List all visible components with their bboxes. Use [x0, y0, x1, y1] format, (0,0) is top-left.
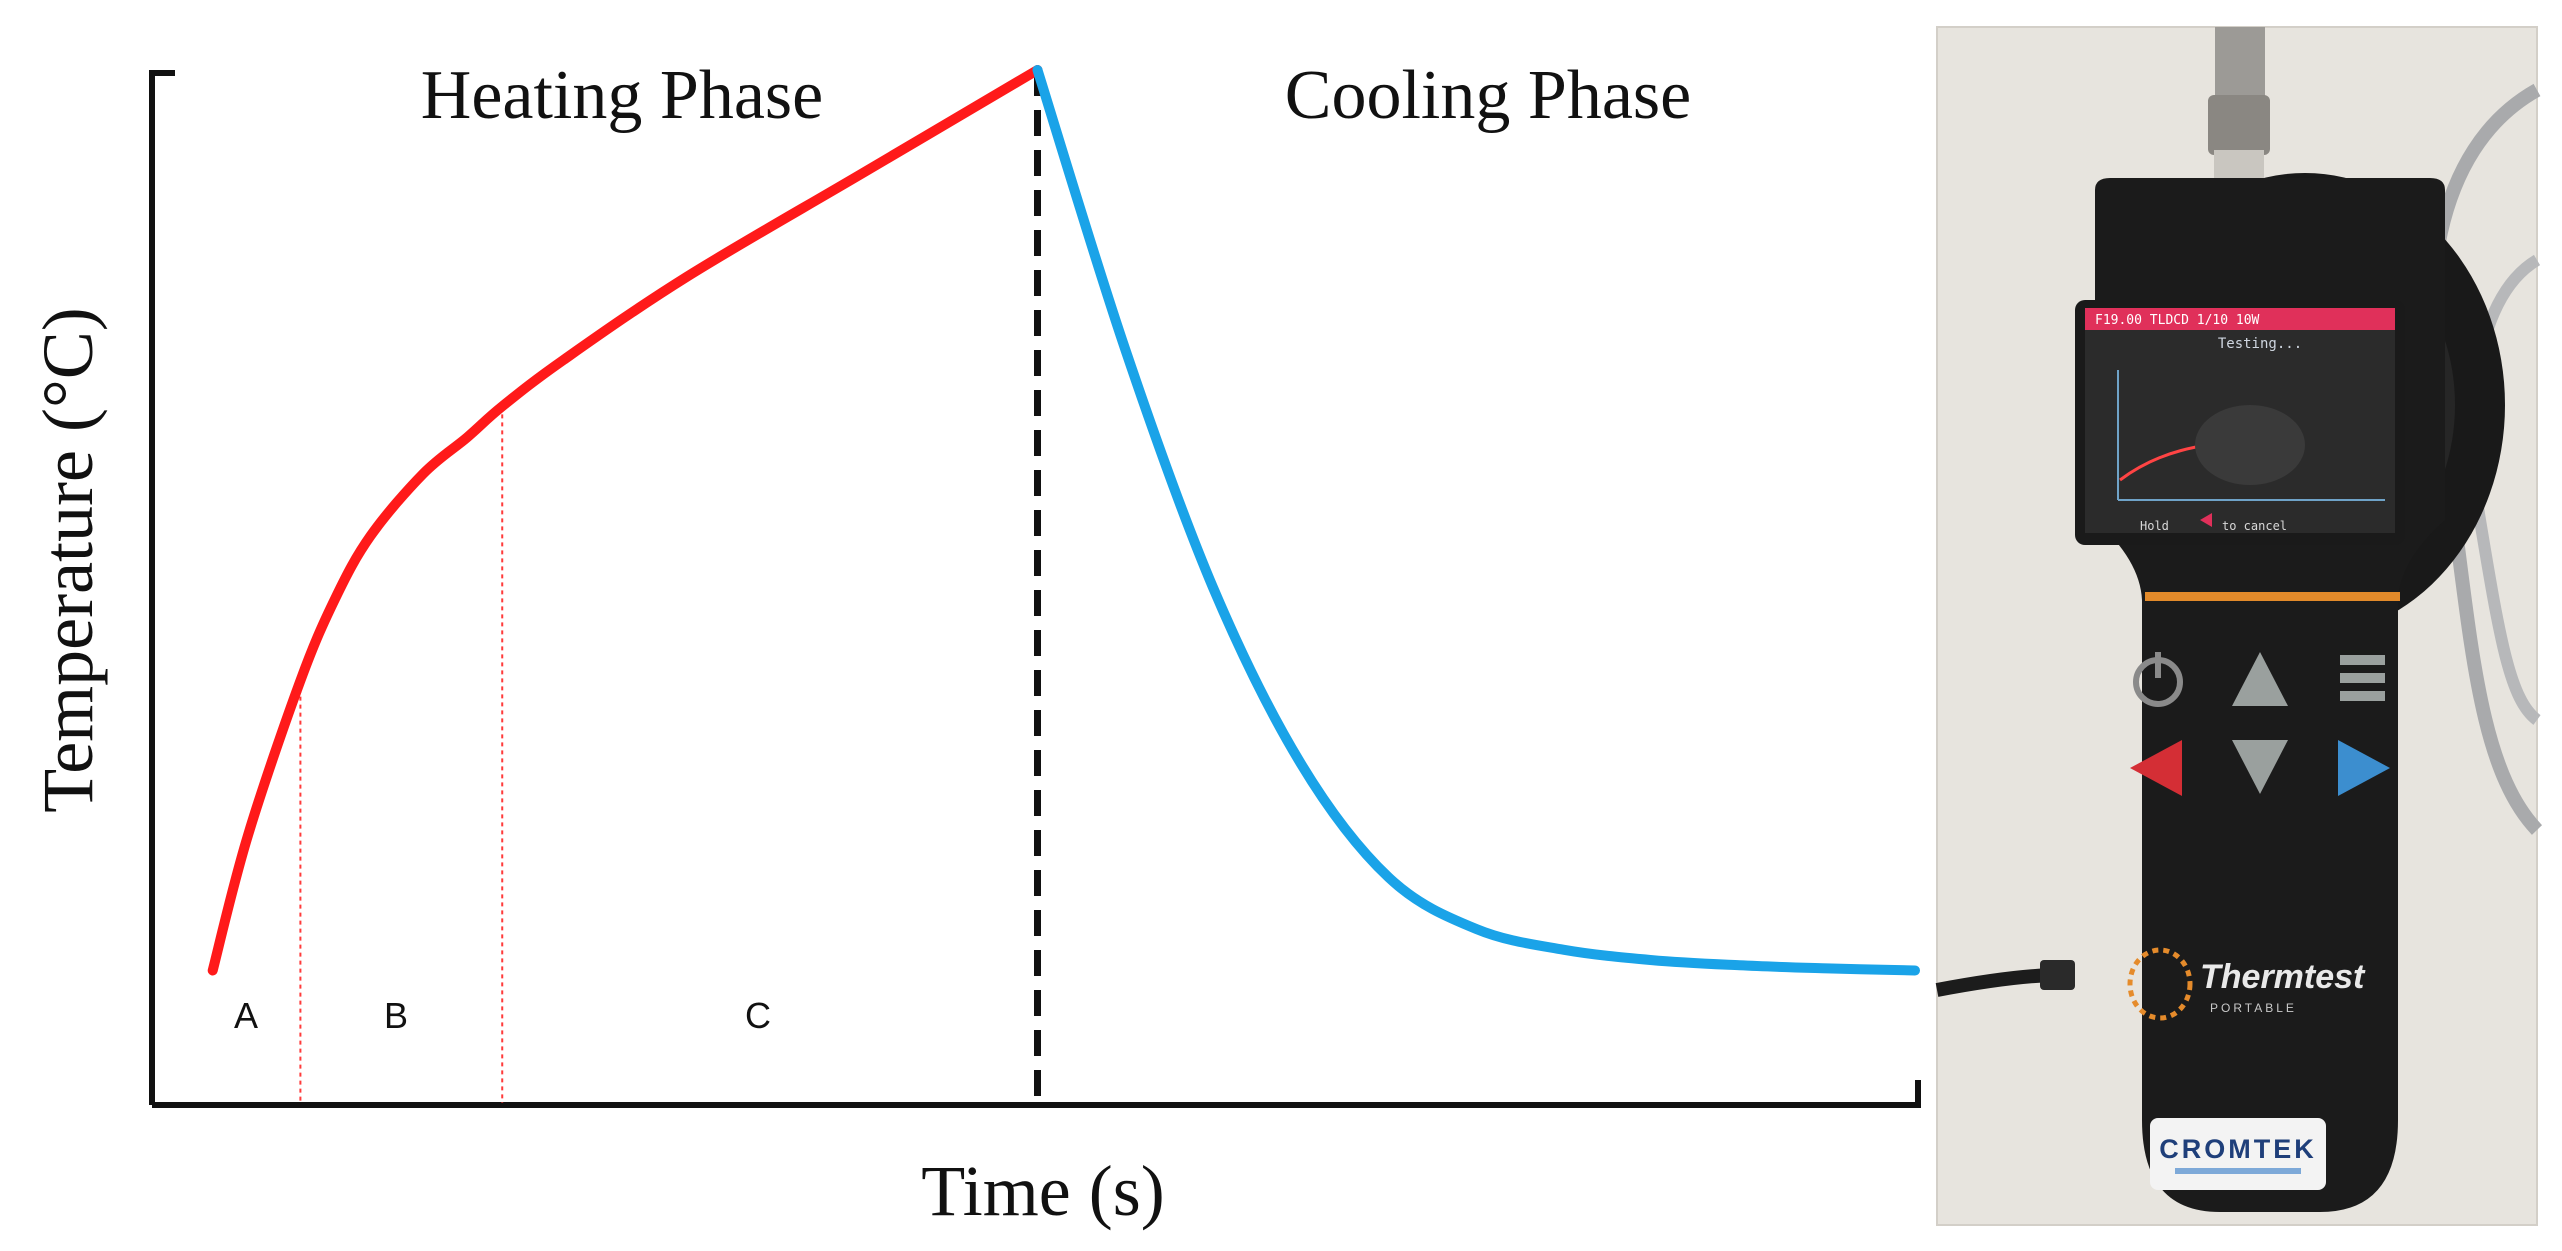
- phase-label-heating: Heating Phase: [421, 57, 823, 134]
- probe-connector: [2215, 27, 2265, 97]
- distributor-name: CROMTEK: [2159, 1134, 2317, 1164]
- x-axis: [152, 1080, 1921, 1108]
- down-arrow-icon: [2232, 740, 2288, 794]
- svg-text:Hold: Hold: [2140, 519, 2169, 533]
- svg-text:to cancel: to cancel: [2222, 519, 2287, 533]
- y-axis-label: Temperature (°C): [28, 307, 108, 813]
- region-label-b: B: [384, 995, 408, 1036]
- brand-subtitle: PORTABLE: [2210, 1001, 2297, 1015]
- brand-name: Thermtest: [2200, 958, 2366, 996]
- svg-text:F19.00 TLDCD 1/10 10W: F19.00 TLDCD 1/10 10W: [2095, 313, 2260, 328]
- series-line-heating: [207, 65, 1043, 976]
- menu-icon: [2340, 655, 2385, 701]
- region-label-c: C: [745, 995, 771, 1036]
- up-arrow-icon: [2232, 652, 2288, 706]
- left-arrow-icon: [2130, 740, 2182, 796]
- accent-stripe: [2145, 592, 2400, 601]
- x-axis-label: Time (s): [921, 1151, 1164, 1231]
- screen-status-text: Testing...: [2218, 336, 2302, 352]
- region-label-a: A: [234, 995, 258, 1036]
- y-axis: [149, 70, 175, 1105]
- right-arrow-icon: [2338, 740, 2390, 796]
- series-line-cooling: [1032, 65, 1920, 976]
- chart: Heating Phase Cooling Phase A B C Time (…: [28, 57, 1921, 1231]
- thermtest-logo: Thermtest PORTABLE: [2127, 947, 2366, 1021]
- device-photo: F19.00 TLDCD 1/10 10W Testing... Hold to…: [1935, 26, 2543, 1226]
- screen-status-bar: [2085, 308, 2395, 330]
- phase-label-cooling: Cooling Phase: [1285, 57, 1691, 134]
